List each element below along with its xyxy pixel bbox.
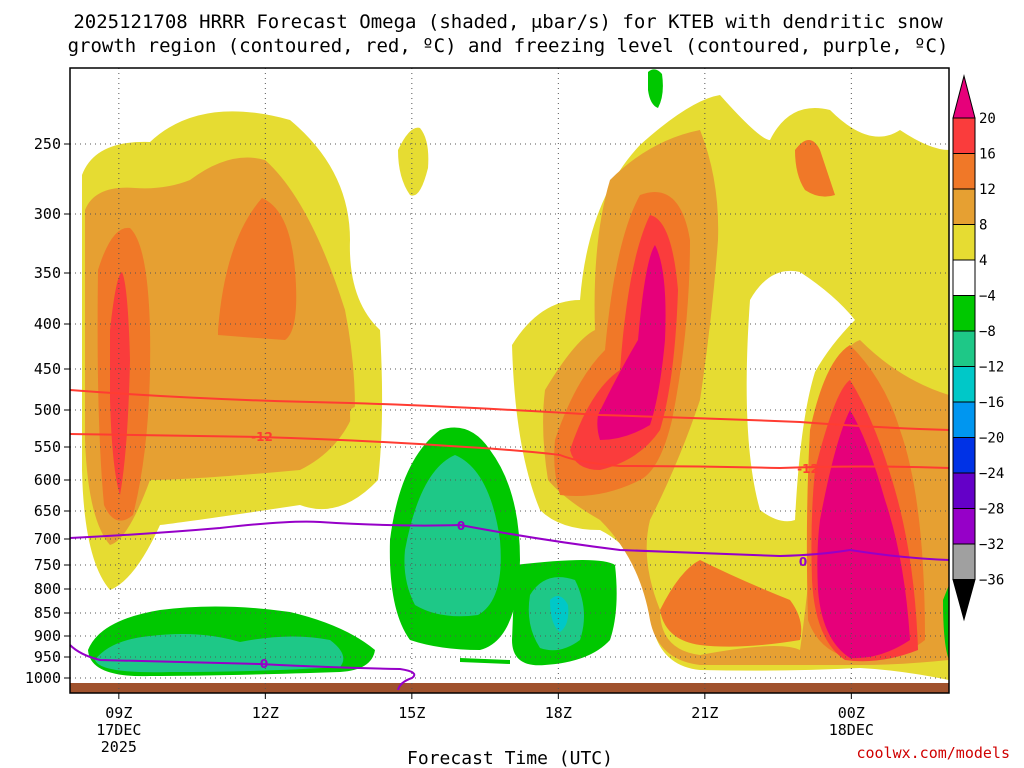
y-tick-label-800: 800	[34, 580, 61, 598]
y-tick-label-400: 400	[34, 315, 61, 333]
omega-region-right-20	[597, 245, 666, 440]
y-tick-label-550: 550	[34, 438, 61, 456]
omega-region-neg-right-edge	[943, 585, 949, 660]
colorbar-segment-8	[952, 401, 976, 438]
colorbar-label-3: 8	[979, 218, 987, 234]
colorbar-label-0: 20	[979, 111, 996, 127]
y-tick-label-750: 750	[34, 556, 61, 574]
y-tick-label-950: 950	[34, 648, 61, 666]
colorbar-segment-3	[952, 224, 976, 261]
omega-region-neg-center-12	[550, 596, 569, 632]
x-tick-date-09Z: 17DEC	[96, 721, 141, 739]
colorbar-top-arrow	[952, 74, 976, 119]
freezing-contour-lower	[69, 644, 416, 691]
omega-region-left-12b	[218, 198, 297, 340]
colorbar: 20 16 12 8 4 −4 −8 −12 −16 −20 −24 −28 −32 −36	[952, 74, 1004, 622]
colorbar-segment-4	[952, 259, 976, 296]
colorbar-segment-12	[952, 543, 976, 580]
freezing-label-right: 0	[799, 555, 807, 569]
x-tick-label-00Z: 00Z	[838, 704, 865, 722]
omega-region-neg-mid-8	[404, 455, 501, 617]
y-tick-label-500: 500	[34, 401, 61, 419]
dgz-label-right: -12	[797, 462, 819, 476]
colorbar-bottom-arrow	[952, 579, 976, 622]
omega-region-mid-4	[398, 127, 429, 196]
colorbar-label-1: 16	[979, 147, 996, 163]
omega-region-right-12b	[660, 560, 802, 647]
colorbar-segment-10	[952, 472, 976, 509]
colorbar-segment-2	[952, 188, 976, 225]
freezing-contour-main	[69, 520, 950, 561]
colorbar-segment-9	[952, 437, 976, 474]
colorbar-segment-11	[952, 508, 976, 545]
colorbar-label-4: 4	[979, 253, 987, 269]
freezing-label-center: 0	[457, 519, 465, 533]
x-tick-label-21Z: 21Z	[691, 704, 718, 722]
y-axis: 250 300 350 400 450 500 550 600 650 700 750 800 850 9…	[25, 135, 70, 687]
colorbar-label-5: −4	[979, 289, 996, 305]
dgz-label-lower: -12	[251, 430, 273, 444]
omega-region-right-20b	[817, 410, 910, 659]
colorbar-label-11: −28	[979, 502, 1004, 518]
colorbar-label-6: −8	[979, 324, 996, 340]
chart-title-line2: growth region (contoured, red, ºC) and f…	[68, 35, 949, 57]
colorbar-label-8: −16	[979, 395, 1004, 411]
x-tick-label-18Z: 18Z	[545, 704, 572, 722]
omega-region-neg-strip	[460, 658, 510, 664]
colorbar-segment-1	[952, 153, 976, 190]
omega-region-neg-top	[648, 69, 663, 108]
omega-region-right-12d	[795, 140, 835, 197]
y-tick-label-700: 700	[34, 530, 61, 548]
x-axis-label: Forecast Time (UTC)	[407, 748, 613, 768]
x-tick-year-09Z: 2025	[101, 738, 137, 756]
omega-region-neg-left-8	[95, 634, 344, 673]
x-tick-label-15Z: 15Z	[398, 704, 425, 722]
y-tick-label-850: 850	[34, 604, 61, 622]
omega-shading	[82, 69, 949, 680]
plot-area: -12 -12 0 0 0	[69, 67, 950, 694]
x-tick-label-09Z: 09Z	[105, 704, 132, 722]
freezing-level-contours: 0 0 0	[69, 519, 950, 691]
colorbar-segment-6	[952, 330, 976, 367]
colorbar-label-7: −12	[979, 360, 1004, 376]
y-tick-label-650: 650	[34, 502, 61, 520]
colorbar-label-12: −32	[979, 537, 1004, 553]
omega-region-right-clear	[746, 270, 855, 522]
colorbar-label-13: −36	[979, 573, 1004, 589]
colorbar-label-10: −24	[979, 466, 1004, 482]
y-tick-label-300: 300	[34, 205, 61, 223]
freezing-label-left: 0	[260, 657, 268, 671]
ground-surface	[70, 683, 949, 693]
colorbar-label-9: −20	[979, 431, 1004, 447]
dgz-contour-lower	[69, 433, 950, 470]
credit-link[interactable]: coolwx.com/models	[856, 744, 1010, 762]
x-tick-label-12Z: 12Z	[252, 704, 279, 722]
y-tick-label-250: 250	[34, 135, 61, 153]
gridlines	[70, 68, 949, 693]
dgz-contour-upper	[69, 389, 950, 431]
y-tick-label-900: 900	[34, 627, 61, 645]
omega-region-left-16	[110, 272, 130, 495]
colorbar-label-2: 12	[979, 182, 996, 198]
chart-title-line1: 2025121708 HRRR Forecast Omega (shaded, …	[73, 11, 943, 33]
colorbar-segment-0	[952, 117, 976, 154]
colorbar-segment-7	[952, 366, 976, 403]
plot-frame	[69, 67, 950, 694]
y-tick-label-350: 350	[34, 264, 61, 282]
omega-region-mid-tongue	[350, 405, 372, 470]
y-tick-label-600: 600	[34, 471, 61, 489]
dgz-contours: -12 -12	[69, 389, 950, 476]
y-tick-label-1000: 1000	[25, 669, 61, 687]
colorbar-segment-5	[952, 295, 976, 332]
x-tick-date-00Z: 18DEC	[829, 721, 874, 739]
y-tick-label-450: 450	[34, 360, 61, 378]
